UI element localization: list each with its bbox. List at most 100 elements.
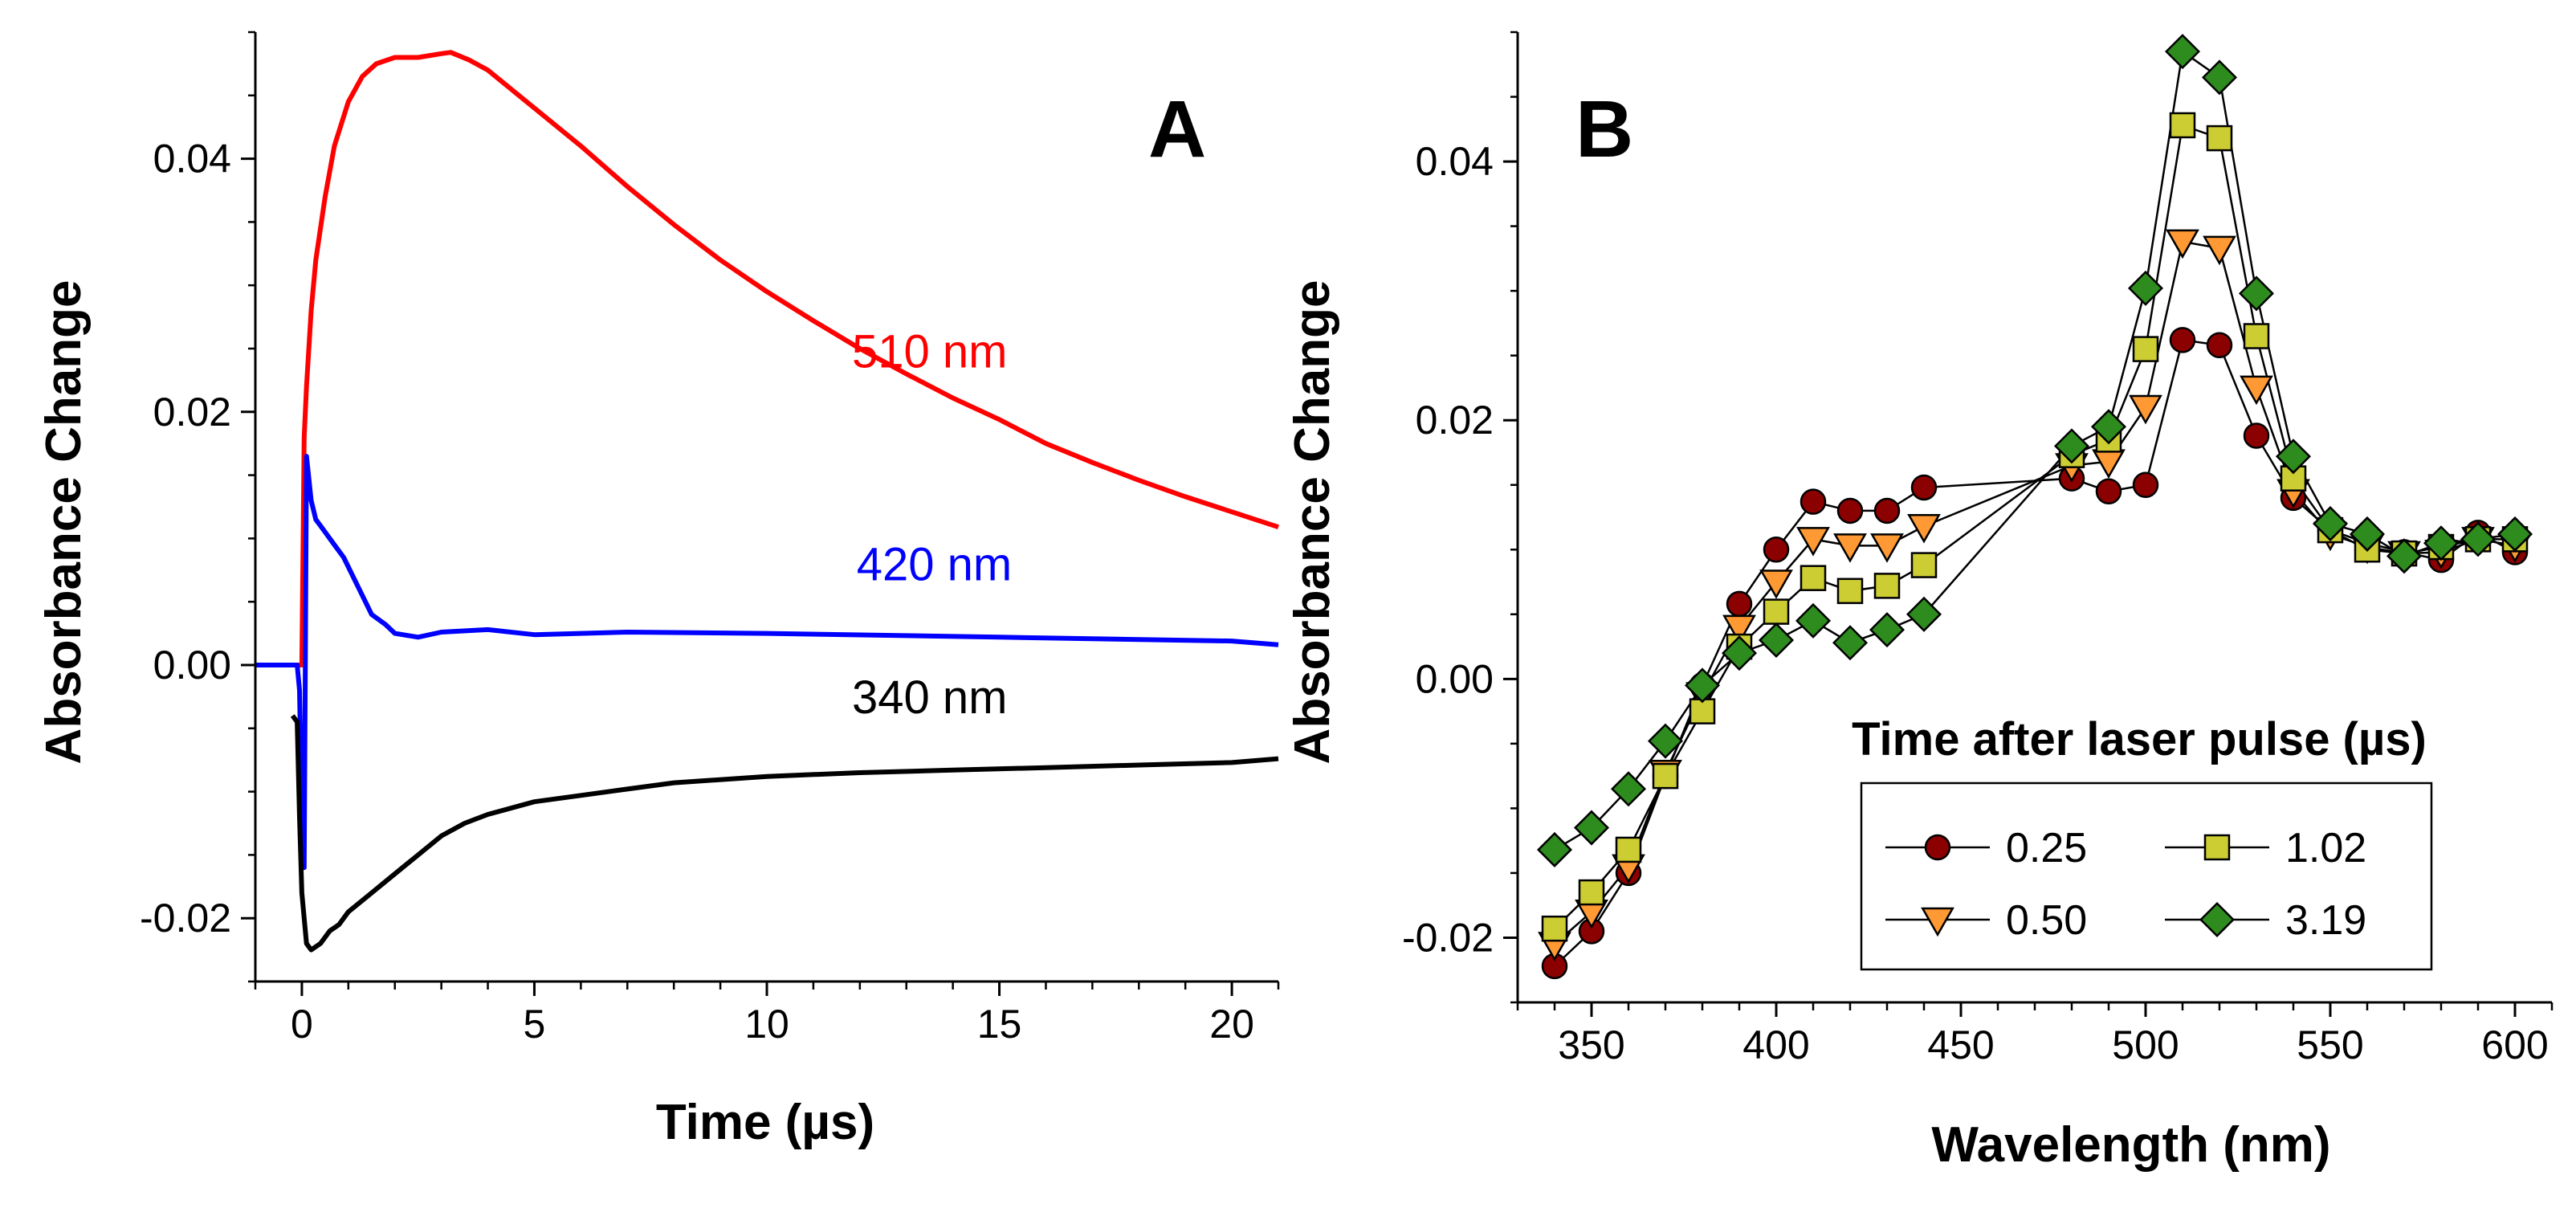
panel-a-tick-labels: -0.02 0.00 0.02 0.04 0 5 10 15 20	[140, 137, 1254, 1047]
data-point-0.50	[2203, 235, 2236, 266]
panel-b-y-tick-label: 0.00	[1416, 656, 1494, 701]
data-point-0.25	[2132, 471, 2159, 498]
data-point-3.19	[2497, 516, 2533, 552]
data-point-3.19	[1536, 831, 1573, 867]
trace-label-510-nm: 510 nm	[852, 326, 1007, 378]
panel-b-axes	[1503, 31, 2554, 1017]
data-point-1.02	[1800, 565, 1827, 591]
data-point-0.50	[2166, 229, 2199, 259]
trace-label-340-nm: 340 nm	[852, 671, 1007, 724]
panel-a-x-tick-label: 15	[977, 1002, 1022, 1047]
data-point-0.50	[1759, 569, 1793, 599]
data-point-0.25	[1910, 474, 1938, 501]
data-point-3.19	[1573, 810, 1610, 846]
legend-marker-0.25	[1924, 834, 1951, 861]
data-point-3.19	[1610, 771, 1647, 807]
data-point-0.25	[2206, 332, 2233, 359]
data-point-0.25	[1873, 497, 1901, 524]
panel-a-series-layer	[255, 50, 1279, 953]
panel-b-x-tick-label: 500	[2112, 1022, 2179, 1067]
panel-b: -0.02 0.00 0.02 0.04 350 400 450 500 550 600 B Wa…	[1285, 31, 2554, 1173]
data-point-3.19	[1906, 596, 1942, 632]
data-point-1.02	[2206, 124, 2233, 152]
data-point-1.02	[2243, 323, 2270, 349]
data-point-0.25	[2243, 422, 2270, 449]
data-point-3.19	[2349, 516, 2386, 552]
panel-a-x-tick-label: 10	[744, 1002, 789, 1047]
data-point-3.19	[2127, 270, 2164, 306]
data-point-3.19	[2275, 439, 2312, 475]
data-point-0.25	[1726, 590, 1753, 618]
data-point-3.19	[1758, 622, 1795, 659]
data-point-0.50	[1722, 614, 1756, 645]
panel-a-y-tick-label: -0.02	[140, 896, 231, 941]
data-point-0.25	[1800, 488, 1827, 515]
data-point-0.50	[1833, 533, 1867, 563]
legend-label-3.19: 3.19	[2285, 897, 2366, 944]
panel-a: -0.02 0.00 0.02 0.04 0 5 10 15 20 A Time (µs) Ab…	[36, 31, 1280, 1150]
legend-marker-0.50	[1921, 907, 1954, 937]
data-point-0.50	[2129, 394, 2162, 425]
trace-340-nm	[290, 714, 1279, 953]
panel-a-x-tick-label: 5	[524, 1002, 546, 1047]
data-point-3.19	[2053, 428, 2090, 464]
panel-a-letter: A	[1148, 84, 1206, 174]
panel-b-x-axis-title: Wavelength (nm)	[1931, 1117, 2330, 1173]
panel-a-x-tick-label: 20	[1209, 1002, 1254, 1047]
data-point-0.50	[1870, 533, 1904, 563]
panel-a-y-tick-label: 0.02	[153, 390, 231, 435]
legend-label-1.02: 1.02	[2285, 825, 2366, 871]
panel-b-x-tick-label: 400	[1742, 1022, 1809, 1067]
panel-a-annotations: 510 nm 420 nm 340 nm	[852, 326, 1012, 724]
legend-marker-3.19	[2199, 901, 2236, 938]
data-point-1.02	[1652, 762, 1679, 790]
legend-label-0.50: 0.50	[2006, 897, 2087, 944]
data-point-3.19	[1832, 625, 1869, 661]
data-point-1.02	[2132, 336, 2159, 362]
panel-b-y-tick-label: 0.02	[1416, 398, 1494, 443]
data-point-1.02	[1910, 552, 1938, 578]
data-point-1.02	[1541, 915, 1568, 942]
data-point-3.19	[1869, 612, 1906, 648]
data-point-3.19	[2423, 525, 2460, 561]
data-point-3.19	[2460, 521, 2497, 557]
panel-a-y-tick-label: 0.04	[153, 137, 231, 182]
legend-marker-1.02	[2203, 834, 2231, 861]
panel-b-y-tick-label: -0.02	[1402, 915, 1494, 960]
legend-box	[1860, 782, 2433, 971]
data-point-3.19	[2386, 538, 2423, 574]
data-point-3.19	[2238, 275, 2275, 312]
data-point-3.19	[2090, 409, 2127, 445]
panel-b-letter: B	[1575, 84, 1633, 174]
data-point-1.02	[1836, 577, 1864, 605]
data-point-3.19	[1684, 667, 1721, 704]
data-point-3.19	[2164, 34, 2201, 70]
data-point-1.02	[1873, 573, 1901, 599]
legend-label-0.25: 0.25	[2006, 825, 2087, 871]
data-point-3.19	[1795, 602, 1832, 639]
panel-b-x-tick-label: 600	[2481, 1022, 2548, 1067]
data-point-0.25	[1836, 497, 1864, 524]
panel-b-series-layer	[1536, 34, 2533, 980]
data-point-0.25	[2169, 327, 2196, 353]
panel-a-y-axis-title: Absorbance Change	[36, 280, 92, 765]
legend-title: Time after laser pulse (µs)	[1852, 713, 2427, 765]
data-point-3.19	[1647, 723, 1684, 759]
panel-a-x-tick-label: 0	[291, 1002, 313, 1047]
trace-510-nm	[255, 50, 1279, 667]
panel-a-x-axis-title: Time (µs)	[656, 1095, 874, 1150]
data-point-0.25	[2095, 478, 2122, 505]
data-point-0.25	[1763, 537, 1790, 563]
panel-b-x-tick-label: 450	[1927, 1022, 1994, 1067]
panel-b-y-tick-label: 0.04	[1416, 139, 1494, 184]
panel-b-tick-labels: -0.02 0.00 0.02 0.04 350 400 450 500 550 600	[1402, 139, 2549, 1067]
trace-label-420-nm: 420 nm	[857, 538, 1012, 590]
panel-b-x-tick-label: 550	[2297, 1022, 2363, 1067]
panel-a-axes	[241, 31, 1280, 996]
data-point-1.02	[1578, 879, 1605, 906]
data-point-3.19	[1721, 635, 1758, 671]
panel-b-x-tick-label: 350	[1558, 1022, 1624, 1067]
data-point-0.50	[1796, 527, 1830, 557]
data-point-3.19	[2201, 59, 2238, 96]
